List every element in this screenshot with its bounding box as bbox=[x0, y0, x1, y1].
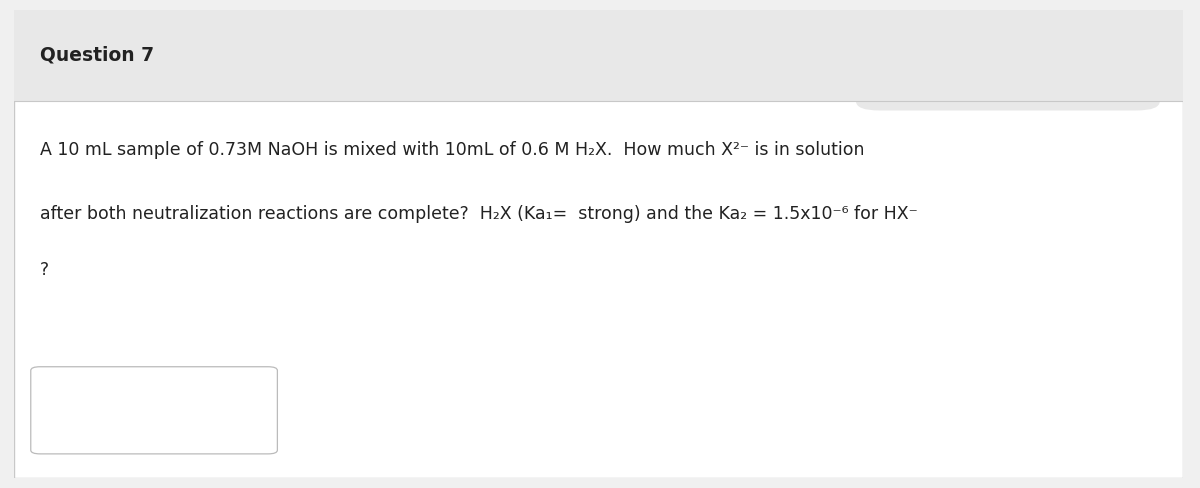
Text: Question 7: Question 7 bbox=[40, 46, 155, 65]
Text: ?: ? bbox=[40, 261, 49, 279]
Bar bbox=[14, 10, 1183, 101]
FancyBboxPatch shape bbox=[856, 0, 1160, 110]
Text: after both neutralization reactions are complete?  H₂X (Ka₁=  strong) and the Ka: after both neutralization reactions are … bbox=[40, 204, 918, 223]
FancyBboxPatch shape bbox=[31, 367, 277, 454]
Text: A 10 mL sample of 0.73M NaOH is mixed with 10mL of 0.6 M H₂X.  How much X²⁻ is i: A 10 mL sample of 0.73M NaOH is mixed wi… bbox=[40, 142, 865, 159]
